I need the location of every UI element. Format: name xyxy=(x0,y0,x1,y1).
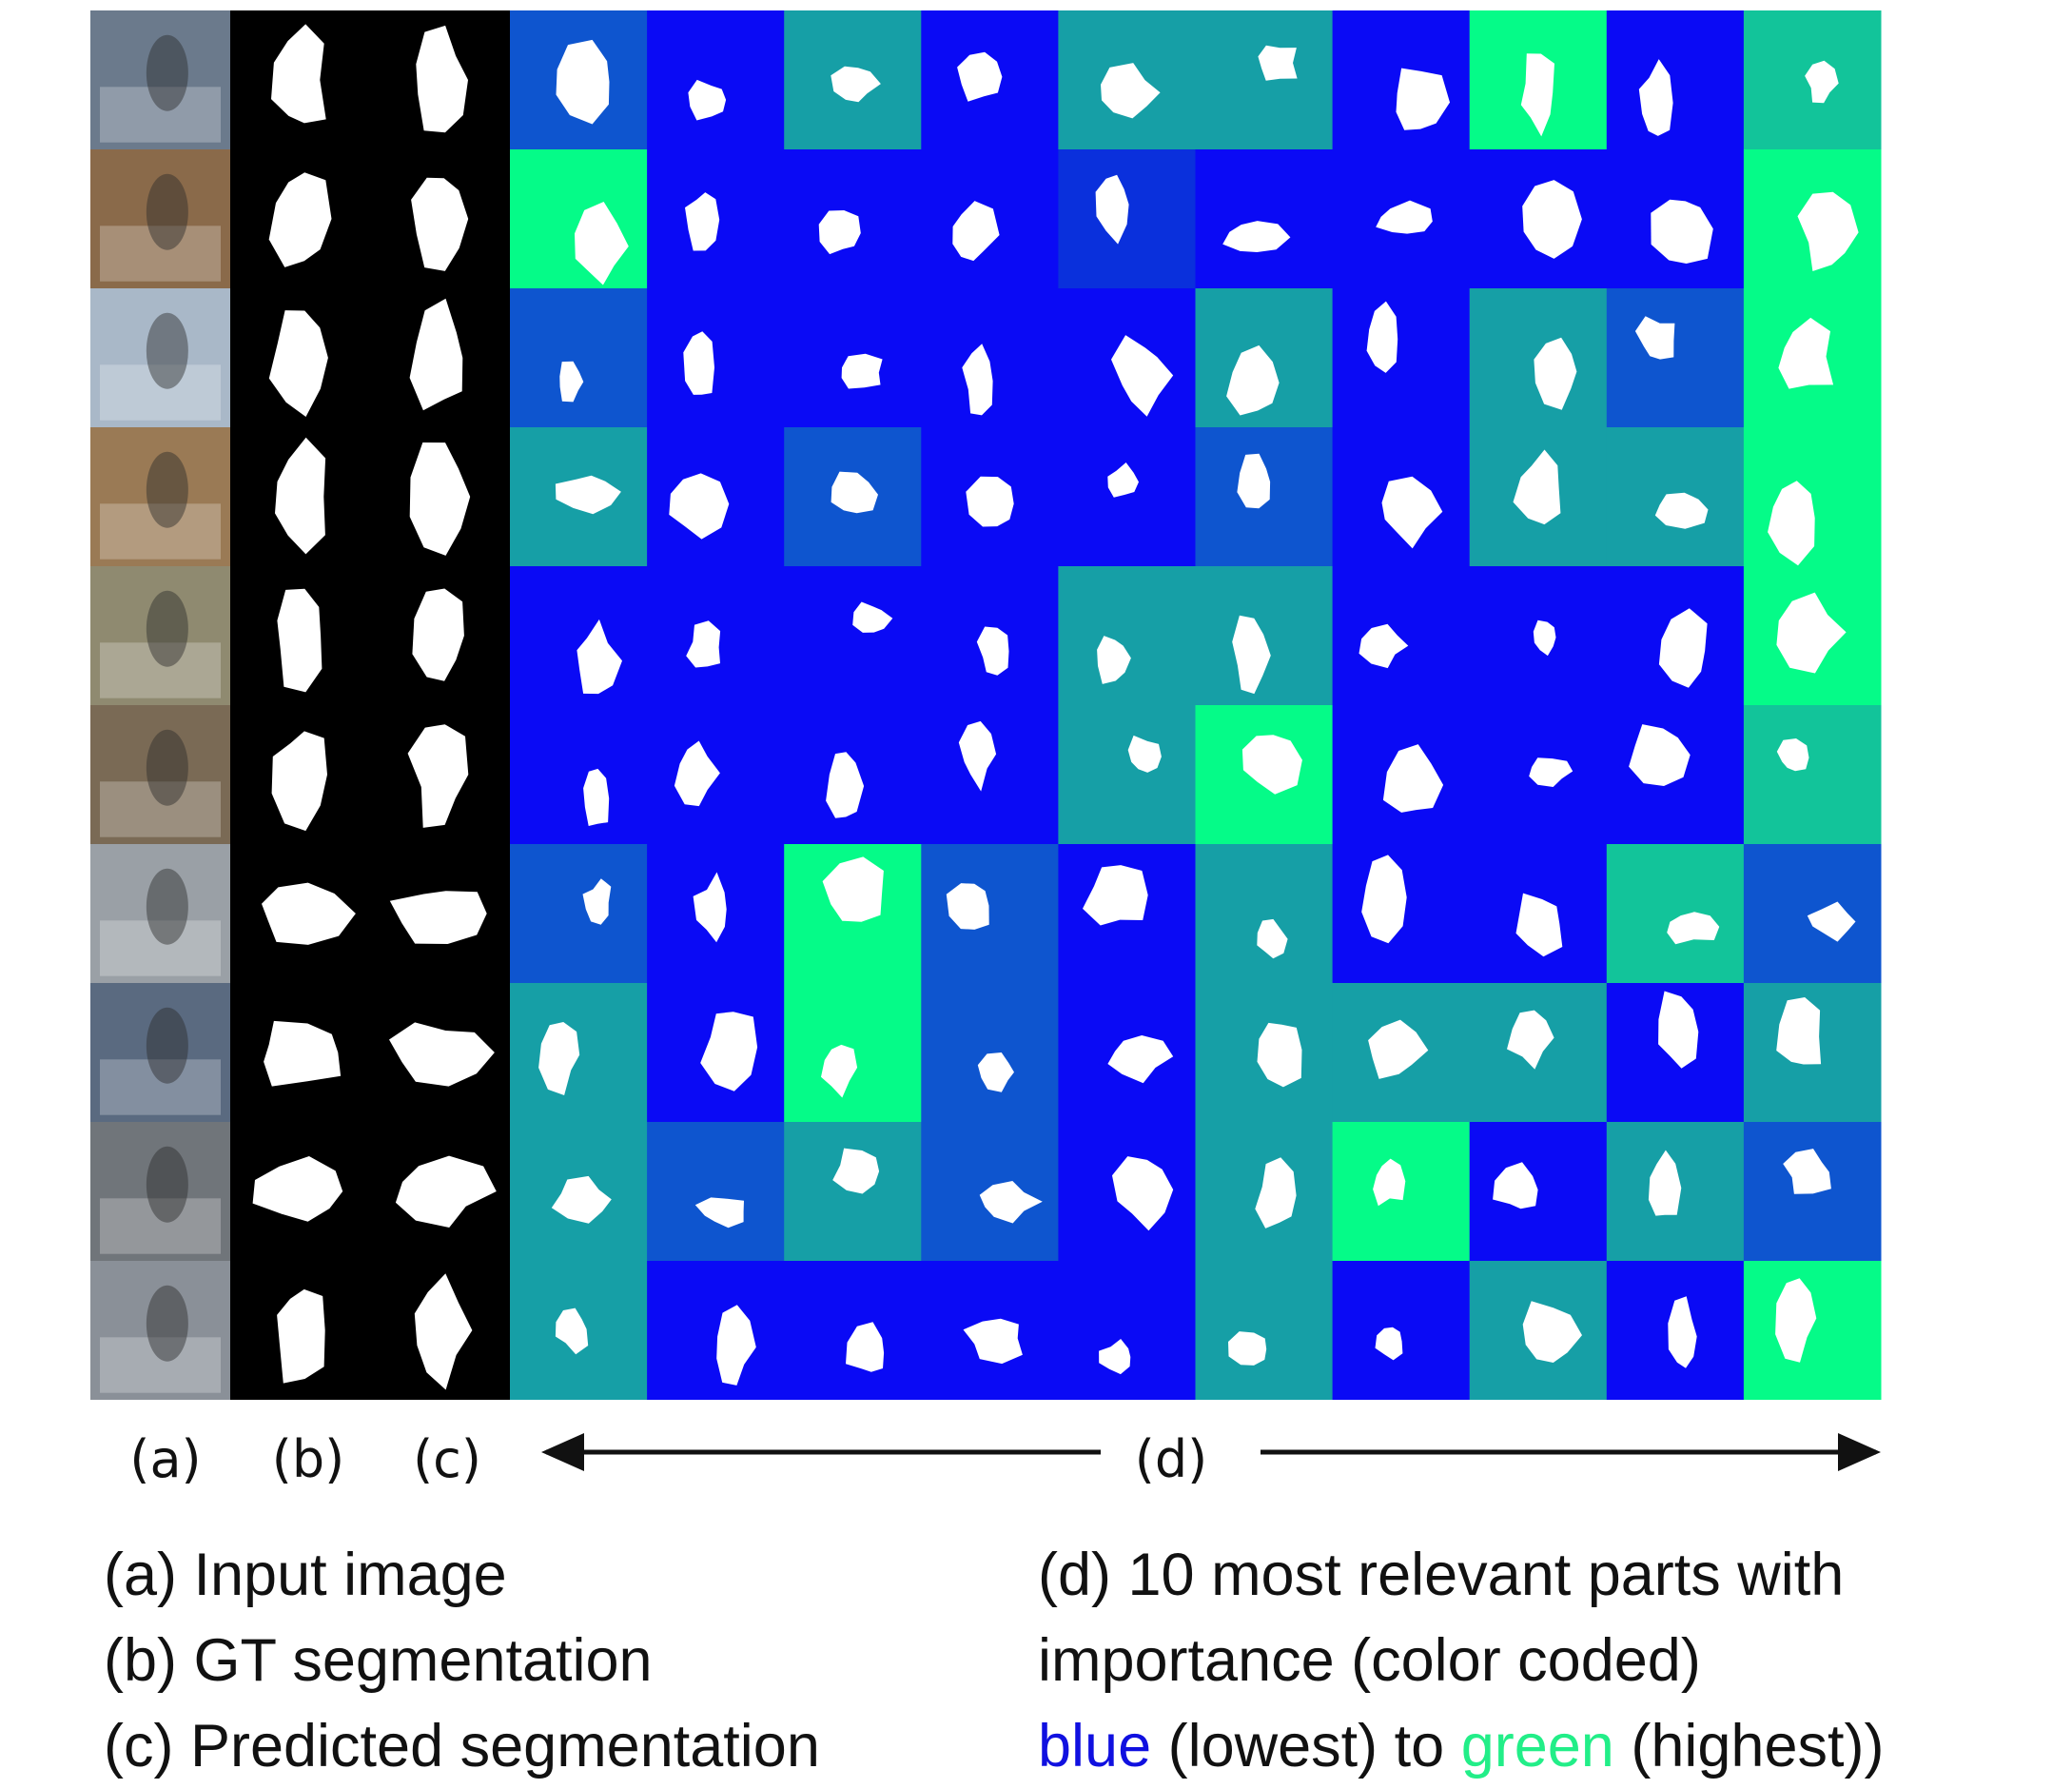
part-cell xyxy=(1333,566,1471,705)
part-cell xyxy=(647,1261,785,1400)
part-cell xyxy=(1607,288,1745,427)
part-cell xyxy=(1744,1261,1882,1400)
caption-right: (d) 10 most relevant parts with importan… xyxy=(1038,1532,1884,1789)
part-cell xyxy=(510,288,648,427)
part-cell xyxy=(510,566,648,705)
column-label: (a) xyxy=(129,1429,201,1489)
part-cell xyxy=(1607,844,1745,983)
part-cell xyxy=(1607,10,1745,149)
column-label: (c) xyxy=(413,1429,481,1489)
part-cell xyxy=(510,149,648,288)
part-cell xyxy=(1470,1122,1608,1261)
part-cell xyxy=(921,705,1059,844)
column-label: (d) xyxy=(1135,1429,1207,1489)
caption-line: (c) Predicted segmentation xyxy=(104,1703,820,1789)
image-detail xyxy=(147,730,188,806)
part-cell xyxy=(647,288,785,427)
part-blob xyxy=(842,354,883,389)
part-cell xyxy=(1333,1261,1471,1400)
image-grid xyxy=(90,10,1882,1400)
part-cell xyxy=(1744,705,1882,844)
part-cell xyxy=(1058,427,1196,566)
part-cell xyxy=(1333,288,1471,427)
caption-left: (a) Input image (b) GT segmentation (c) … xyxy=(104,1532,820,1789)
image-detail xyxy=(147,1008,188,1084)
part-cell xyxy=(1058,705,1196,844)
part-cell xyxy=(1058,1261,1196,1400)
column-label: (b) xyxy=(272,1429,344,1489)
part-cell xyxy=(510,705,648,844)
part-blob xyxy=(583,769,609,826)
caption-line: importance (color coded) xyxy=(1038,1618,1884,1703)
part-cell xyxy=(784,566,922,705)
caption-text: (lowest) to xyxy=(1168,1713,1445,1779)
part-cell xyxy=(784,1261,922,1400)
caption-line: (b) GT segmentation xyxy=(104,1618,820,1703)
part-cell xyxy=(1196,149,1334,288)
part-cell xyxy=(921,983,1059,1122)
part-cell xyxy=(510,844,648,983)
image-detail xyxy=(147,591,188,667)
caption-line: blue (lowest) to green (highest)) xyxy=(1038,1703,1884,1789)
caption-line: (a) Input image xyxy=(104,1532,820,1618)
low-word: blue xyxy=(1038,1713,1151,1779)
part-cell xyxy=(921,844,1059,983)
part-cell xyxy=(647,10,785,149)
part-cell xyxy=(1196,10,1334,149)
part-cell xyxy=(1196,566,1334,705)
image-detail xyxy=(147,174,188,250)
caption-text: (highest)) xyxy=(1631,1713,1884,1779)
figure: (a) (b) (c) (d) xyxy=(0,0,2072,1523)
part-cell xyxy=(1058,566,1196,705)
image-detail xyxy=(147,35,188,111)
image-detail xyxy=(147,869,188,945)
part-cell xyxy=(1196,844,1334,983)
image-detail xyxy=(147,452,188,528)
image-detail xyxy=(147,313,188,389)
part-cell xyxy=(1196,1261,1334,1400)
image-detail xyxy=(147,1147,188,1223)
mask-blob xyxy=(277,589,322,693)
part-cell xyxy=(647,1122,785,1261)
caption-line: (d) 10 most relevant parts with xyxy=(1038,1532,1884,1618)
page: {"figure": {"column_labels": ["(a)", "(b… xyxy=(0,0,2072,1779)
high-word: green xyxy=(1461,1713,1614,1779)
image-detail xyxy=(147,1286,188,1362)
